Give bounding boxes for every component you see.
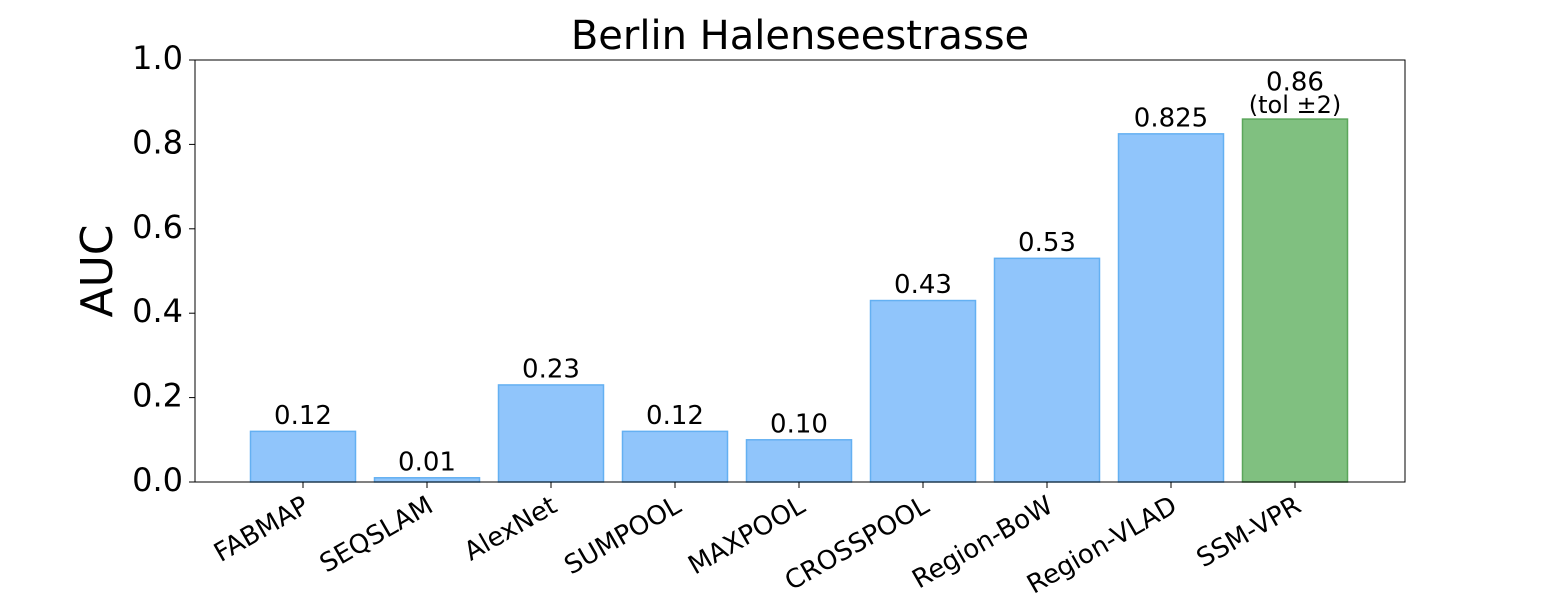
y-tick-label: 0.8	[132, 123, 183, 161]
value-label: 0.23	[522, 354, 580, 384]
chart-title: Berlin Halenseestrasse	[571, 13, 1029, 59]
x-tick-label: FABMAP	[209, 491, 314, 569]
value-label: 0.12	[646, 401, 704, 431]
value-label: 0.53	[1018, 228, 1076, 258]
value-label: 0.43	[894, 270, 952, 300]
y-tick-label: 0.0	[132, 461, 183, 499]
bar	[993, 257, 1101, 483]
y-tick-label: 1.0	[132, 39, 183, 77]
bar	[249, 430, 357, 483]
x-tick-label: AlexNet	[459, 491, 562, 568]
value-label: 0.10	[770, 409, 828, 439]
value-label: 0.825	[1134, 103, 1208, 133]
bar	[373, 477, 481, 483]
value-label: 0.12	[274, 401, 332, 431]
x-tick-label: SSM-VPR	[1192, 491, 1306, 574]
bar	[497, 384, 605, 483]
bar	[745, 439, 853, 483]
plot-frame	[194, 59, 1406, 483]
bar	[869, 299, 977, 483]
x-tick-label: SUMPOOL	[559, 490, 686, 581]
value-label: 0.86	[1266, 68, 1324, 98]
bar	[1117, 133, 1225, 483]
y-tick-label: 0.6	[132, 208, 183, 246]
value-label: 0.01	[398, 447, 456, 477]
y-axis-label: AUC	[72, 224, 123, 317]
bar	[1241, 118, 1349, 483]
y-tick-label: 0.2	[132, 377, 183, 415]
x-tick-label: SEQSLAM	[315, 491, 438, 580]
bar	[621, 430, 729, 483]
y-tick-label: 0.4	[132, 292, 183, 330]
annotation: (tol ±2)	[1249, 91, 1342, 119]
